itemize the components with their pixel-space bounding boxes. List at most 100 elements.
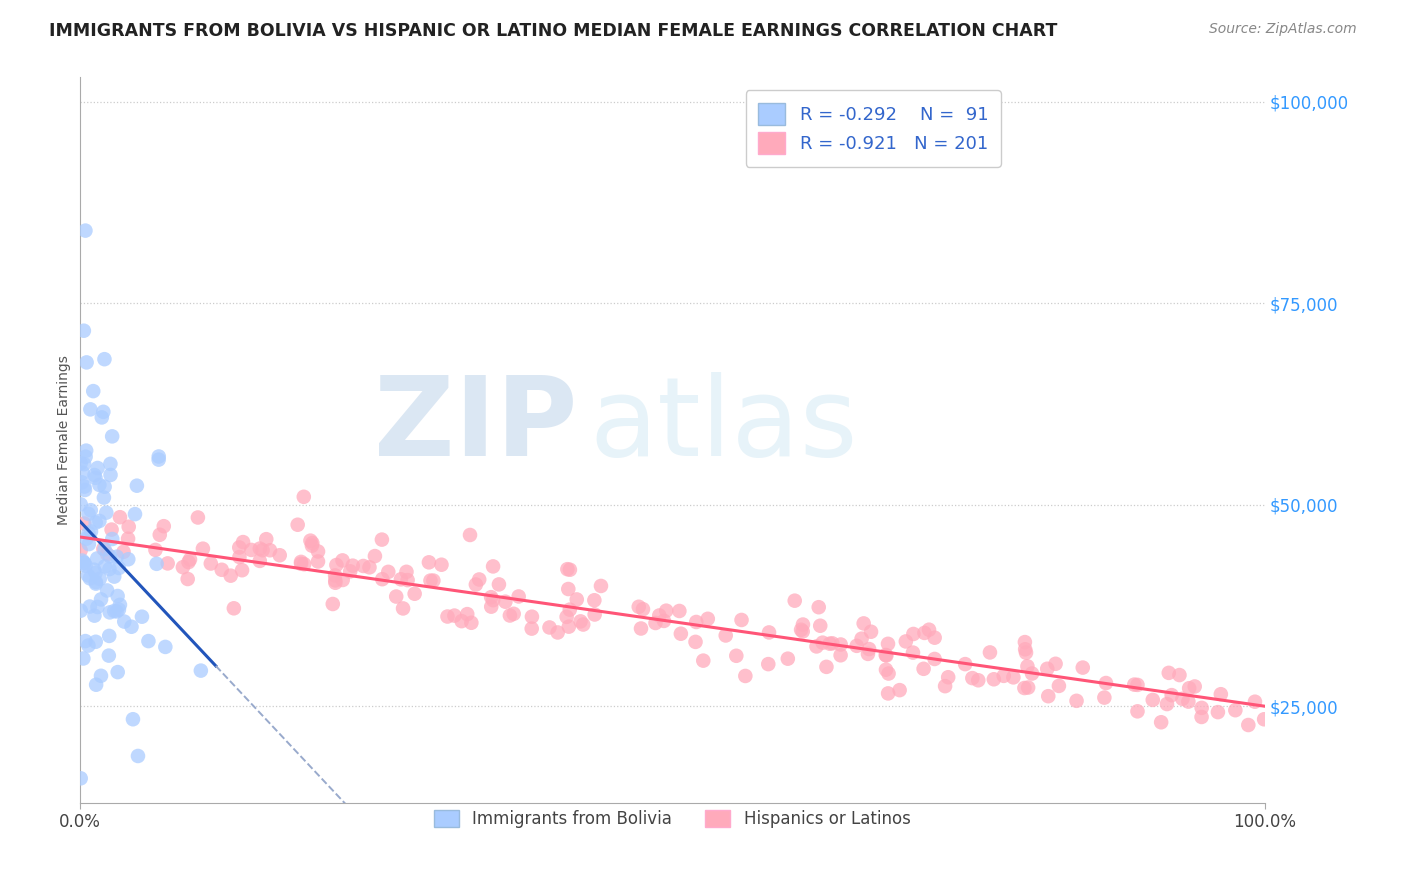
Point: [75, 224, 97, 238]
Point: [228, 541, 250, 555]
Point: [856, 647, 879, 661]
Point: [100, 457, 122, 471]
Point: [307, 554, 329, 568]
Point: [323, 574, 346, 588]
Text: ZIP: ZIP: [374, 372, 578, 479]
Point: [179, 552, 201, 566]
Point: [1225, 703, 1247, 717]
Point: [75, 558, 97, 573]
Point: [190, 664, 212, 678]
Point: [557, 582, 579, 596]
Point: [993, 669, 1015, 683]
Point: [1150, 715, 1173, 730]
Point: [520, 622, 543, 636]
Point: [287, 517, 309, 532]
Point: [176, 572, 198, 586]
Point: [1017, 681, 1039, 695]
Point: [84, 575, 107, 590]
Point: [86, 461, 108, 475]
Point: [332, 573, 354, 587]
Point: [322, 597, 344, 611]
Point: [396, 573, 419, 587]
Point: [93, 480, 115, 494]
Point: [443, 608, 465, 623]
Point: [292, 490, 315, 504]
Point: [359, 560, 381, 574]
Point: [1038, 689, 1060, 703]
Point: [845, 639, 868, 653]
Point: [631, 602, 654, 616]
Point: [231, 563, 253, 577]
Point: [538, 620, 561, 634]
Point: [404, 587, 426, 601]
Point: [877, 686, 900, 700]
Point: [77, 639, 100, 653]
Point: [1066, 694, 1088, 708]
Point: [249, 554, 271, 568]
Point: [75, 450, 97, 464]
Point: [307, 544, 329, 558]
Point: [1014, 635, 1036, 649]
Point: [121, 620, 143, 634]
Point: [456, 607, 478, 621]
Point: [73, 516, 96, 531]
Point: [558, 602, 581, 616]
Point: [479, 590, 502, 604]
Point: [100, 467, 122, 482]
Point: [200, 557, 222, 571]
Point: [1157, 665, 1180, 680]
Point: [912, 626, 935, 640]
Point: [830, 638, 852, 652]
Point: [96, 583, 118, 598]
Point: [924, 652, 946, 666]
Point: [70, 553, 93, 567]
Point: [86, 599, 108, 614]
Point: [79, 571, 101, 585]
Point: [82, 384, 104, 398]
Point: [479, 599, 502, 614]
Point: [979, 645, 1001, 659]
Point: [108, 561, 131, 575]
Point: [91, 541, 114, 556]
Point: [89, 572, 111, 586]
Point: [108, 598, 131, 612]
Point: [668, 604, 690, 618]
Point: [79, 402, 101, 417]
Point: [627, 599, 650, 614]
Point: [72, 466, 94, 480]
Point: [73, 479, 96, 493]
Point: [70, 475, 93, 490]
Point: [177, 555, 200, 569]
Point: [83, 563, 105, 577]
Point: [464, 577, 486, 591]
Point: [124, 507, 146, 521]
Point: [436, 609, 458, 624]
Point: [1047, 679, 1070, 693]
Point: [877, 666, 900, 681]
Point: [103, 569, 125, 583]
Point: [889, 683, 911, 698]
Point: [1171, 691, 1194, 706]
Point: [792, 624, 814, 639]
Point: [912, 662, 935, 676]
Point: [84, 678, 107, 692]
Point: [1014, 642, 1036, 657]
Point: [299, 533, 322, 548]
Point: [187, 510, 209, 524]
Point: [112, 545, 135, 559]
Point: [808, 619, 831, 633]
Point: [105, 549, 128, 564]
Point: [714, 628, 737, 642]
Point: [669, 626, 692, 640]
Point: [1209, 687, 1232, 701]
Point: [77, 568, 100, 582]
Point: [131, 609, 153, 624]
Point: [219, 568, 242, 582]
Point: [792, 617, 814, 632]
Point: [557, 562, 579, 576]
Point: [84, 576, 107, 591]
Point: [734, 669, 756, 683]
Point: [80, 524, 103, 539]
Point: [1014, 681, 1036, 695]
Point: [1253, 712, 1275, 726]
